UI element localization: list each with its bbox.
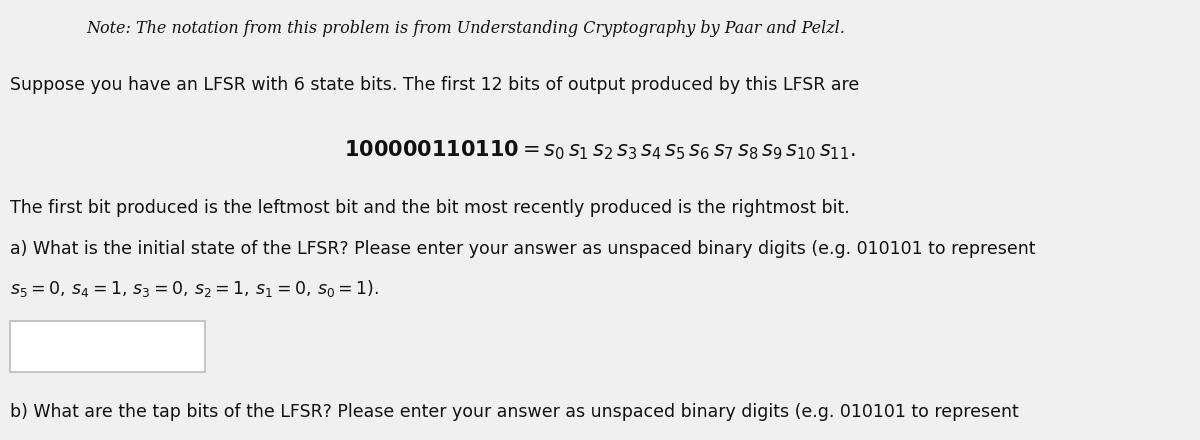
Text: $\mathbf{100000110110}$$ = s_0\,s_1\,s_2\,s_3\,s_4\,s_5\,s_6\,s_7\,s_8\,s_9\,s_{: $\mathbf{100000110110}$$ = s_0\,s_1\,s_2… (344, 139, 856, 162)
Text: a) What is the initial state of the LFSR? Please enter your answer as unspaced b: a) What is the initial state of the LFSR… (10, 240, 1036, 258)
FancyBboxPatch shape (10, 321, 205, 372)
Text: $s_5 = 0,\, s_4 = 1,\, s_3 = 0,\, s_2 = 1,\, s_1 = 0,\, s_0 = 1$).: $s_5 = 0,\, s_4 = 1,\, s_3 = 0,\, s_2 = … (10, 278, 379, 299)
Text: b) What are the tap bits of the LFSR? Please enter your answer as unspaced binar: b) What are the tap bits of the LFSR? Pl… (10, 403, 1019, 421)
Text: Suppose you have an LFSR with 6 state bits. The first 12 bits of output produced: Suppose you have an LFSR with 6 state bi… (10, 76, 859, 94)
Text: The first bit produced is the leftmost bit and the bit most recently produced is: The first bit produced is the leftmost b… (10, 199, 850, 217)
Text: Note: The notation from this problem is from Understanding Cryptography by Paar : Note: The notation from this problem is … (86, 20, 845, 37)
